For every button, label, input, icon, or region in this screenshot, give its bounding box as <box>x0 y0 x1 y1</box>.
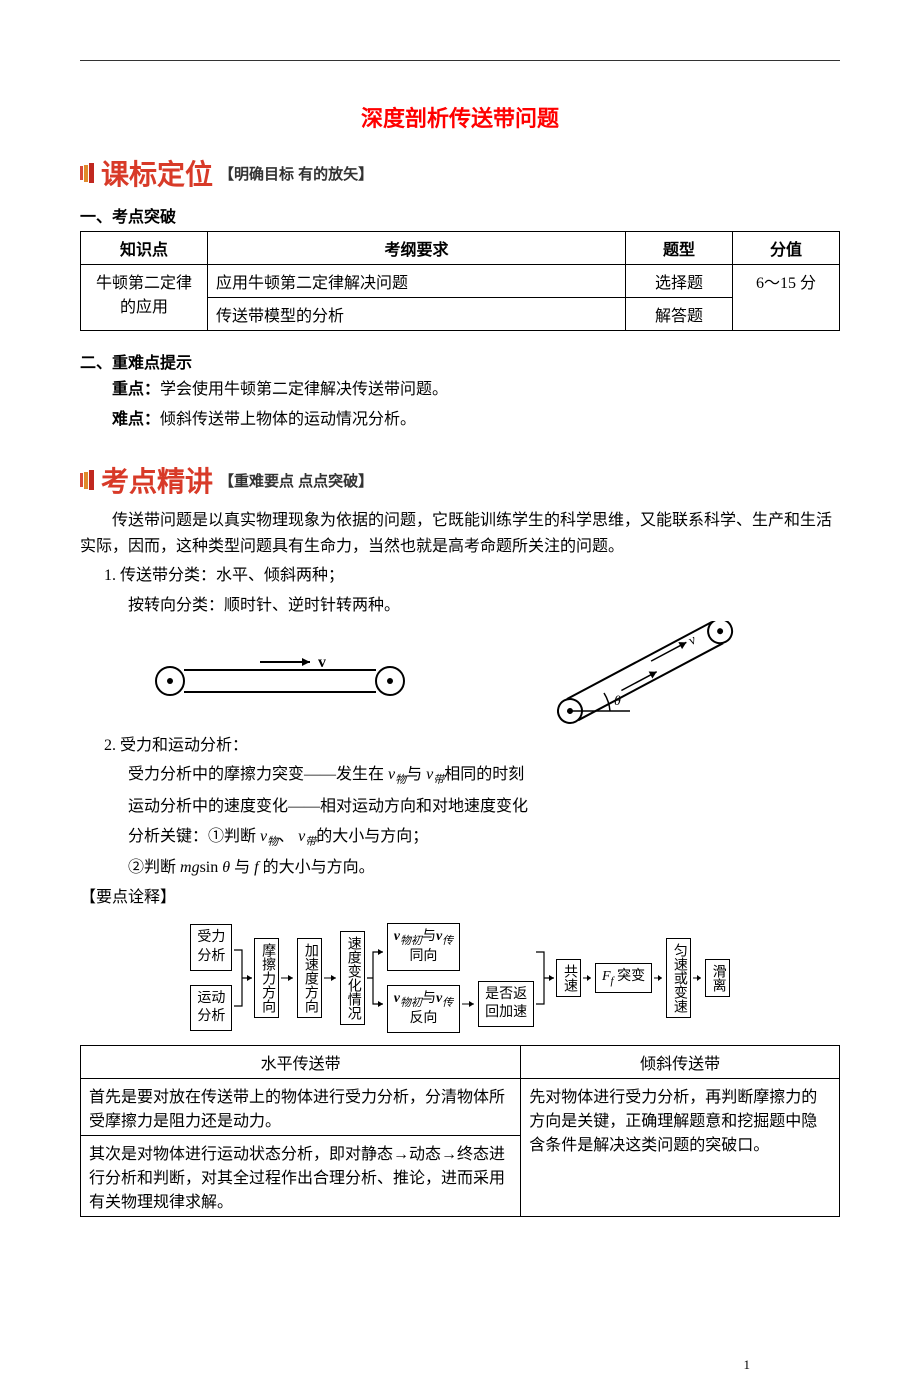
svg-text:v: v <box>686 632 699 649</box>
flow-b7: 共速 <box>556 959 581 997</box>
td-type-b: 解答题 <box>626 298 733 331</box>
banner-kaodian: 考点精讲 【重难要点 点点突破】 <box>80 460 840 500</box>
arrow-8 <box>652 968 666 988</box>
flow-b6: 是否返 回加速 <box>478 981 534 1027</box>
li2b: 运动分析中的速度变化——相对运动方向和对地速度变化 <box>128 794 840 820</box>
arrow-7 <box>581 968 595 988</box>
flow-chart: 受力 分析 运动 分析 摩擦力方向 加速度方向 速度变化情况 v物初与v传同向 … <box>80 923 840 1034</box>
li2: 2. 受力和运动分析： <box>104 733 840 759</box>
cmp-r1c1: 首先是要对放在传送带上的物体进行受力分析，分清物体所受摩擦力是阻力还是动力。 <box>81 1079 521 1136</box>
flow-b5b: v物初与v传反向 <box>387 985 460 1033</box>
compare-table: 水平传送带 倾斜传送带 首先是要对放在传送带上的物体进行受力分析，分清物体所受摩… <box>80 1045 840 1217</box>
li2c: 分析关键：①判断 v物、 v带的大小与方向； <box>128 824 840 852</box>
banner-bars-2 <box>80 470 95 490</box>
key-text: 学会使用牛顿第二定律解决传送带问题。 <box>160 381 448 398</box>
horizontal-belt-icon: v <box>150 646 410 706</box>
arrow-5b <box>460 938 478 1018</box>
th-2: 题型 <box>626 232 733 265</box>
th-0: 知识点 <box>81 232 208 265</box>
td-knowledge: 牛顿第二定律的应用 <box>81 265 208 331</box>
flow-b9: 匀速或变速 <box>666 938 691 1018</box>
page-number: 1 <box>80 1357 840 1373</box>
flow-b1b: 运动 分析 <box>190 985 232 1031</box>
inclined-belt-icon: θ v <box>550 621 770 731</box>
li1b: 按转向分类：顺时针、逆时针转两种。 <box>128 593 840 619</box>
cmp-h2: 倾斜传送带 <box>521 1046 840 1079</box>
flow-b1a: 受力 分析 <box>190 924 232 970</box>
cmp-r1c2: 先对物体进行受力分析，再判断摩擦力的方向是关键，正确理解题意和挖掘题中隐含条件是… <box>521 1079 840 1217</box>
intro-p1: 传送带问题是以真实物理现象为依据的问题，它既能训练学生的科学思维，又能联系科学、… <box>80 508 840 559</box>
td-req-b: 传送带模型的分析 <box>208 298 626 331</box>
cmp-h1: 水平传送带 <box>81 1046 521 1079</box>
arrow-9 <box>691 968 705 988</box>
banner1-main: 课标定位 <box>101 153 213 193</box>
flow-b8: Ff 突变 <box>595 963 652 993</box>
merge-arrow-1 <box>232 938 254 1018</box>
banner2-sub: 【重难要点 点点突破】 <box>219 470 373 491</box>
svg-text:v: v <box>318 654 326 671</box>
key-point: 重点：学会使用牛顿第二定律解决传送带问题。 <box>80 377 840 403</box>
td-score: 6～15 分 <box>733 265 840 331</box>
hard-text: 倾斜传送带上物体的运动情况分析。 <box>160 411 416 428</box>
sec1-heading: 一、考点突破 <box>80 203 840 227</box>
merge-arrow-2 <box>534 938 556 1018</box>
arrow-2 <box>279 968 297 988</box>
flow-b2: 摩擦力方向 <box>254 938 279 1018</box>
td-req-a: 应用牛顿第二定律解决问题 <box>208 265 626 298</box>
li2a: 受力分析中的摩擦力突变——发生在 v物与 v带相同的时刻 <box>128 762 840 790</box>
belt-diagrams: v θ v <box>80 631 840 721</box>
split-arrow <box>365 938 387 1018</box>
hard-label: 难点： <box>112 411 160 428</box>
sec2-heading: 二、重难点提示 <box>80 349 840 373</box>
li1: 1. 传送带分类：水平、倾斜两种； <box>104 563 840 589</box>
cmp-r2c1: 其次是对物体进行运动状态分析，即对静态→动态→终态进行分析和判断，对其全过程作出… <box>81 1136 521 1217</box>
banner1-sub: 【明确目标 有的放矢】 <box>219 163 373 184</box>
banner-kebiao: 课标定位 【明确目标 有的放矢】 <box>80 153 840 193</box>
flow-b4: 速度变化情况 <box>340 931 365 1025</box>
th-1: 考纲要求 <box>208 232 626 265</box>
arrow-3 <box>322 968 340 988</box>
anno-heading: 【要点诠释】 <box>80 885 840 911</box>
flow-b10: 滑离 <box>705 959 730 997</box>
banner-bars <box>80 163 95 183</box>
li2d: ②判断 mgsin θ 与 f 的大小与方向。 <box>128 855 840 881</box>
top-rule <box>80 60 840 61</box>
key-label: 重点： <box>112 381 160 398</box>
th-3: 分值 <box>733 232 840 265</box>
banner2-main: 考点精讲 <box>101 460 213 500</box>
td-type-a: 选择题 <box>626 265 733 298</box>
flow-b3: 加速度方向 <box>297 938 322 1018</box>
doc-title: 深度剖析传送带问题 <box>80 101 840 133</box>
hard-point: 难点：倾斜传送带上物体的运动情况分析。 <box>80 407 840 433</box>
flow-b5a: v物初与v传同向 <box>387 923 460 971</box>
exam-table: 知识点 考纲要求 题型 分值 牛顿第二定律的应用 应用牛顿第二定律解决问题 选择… <box>80 231 840 331</box>
